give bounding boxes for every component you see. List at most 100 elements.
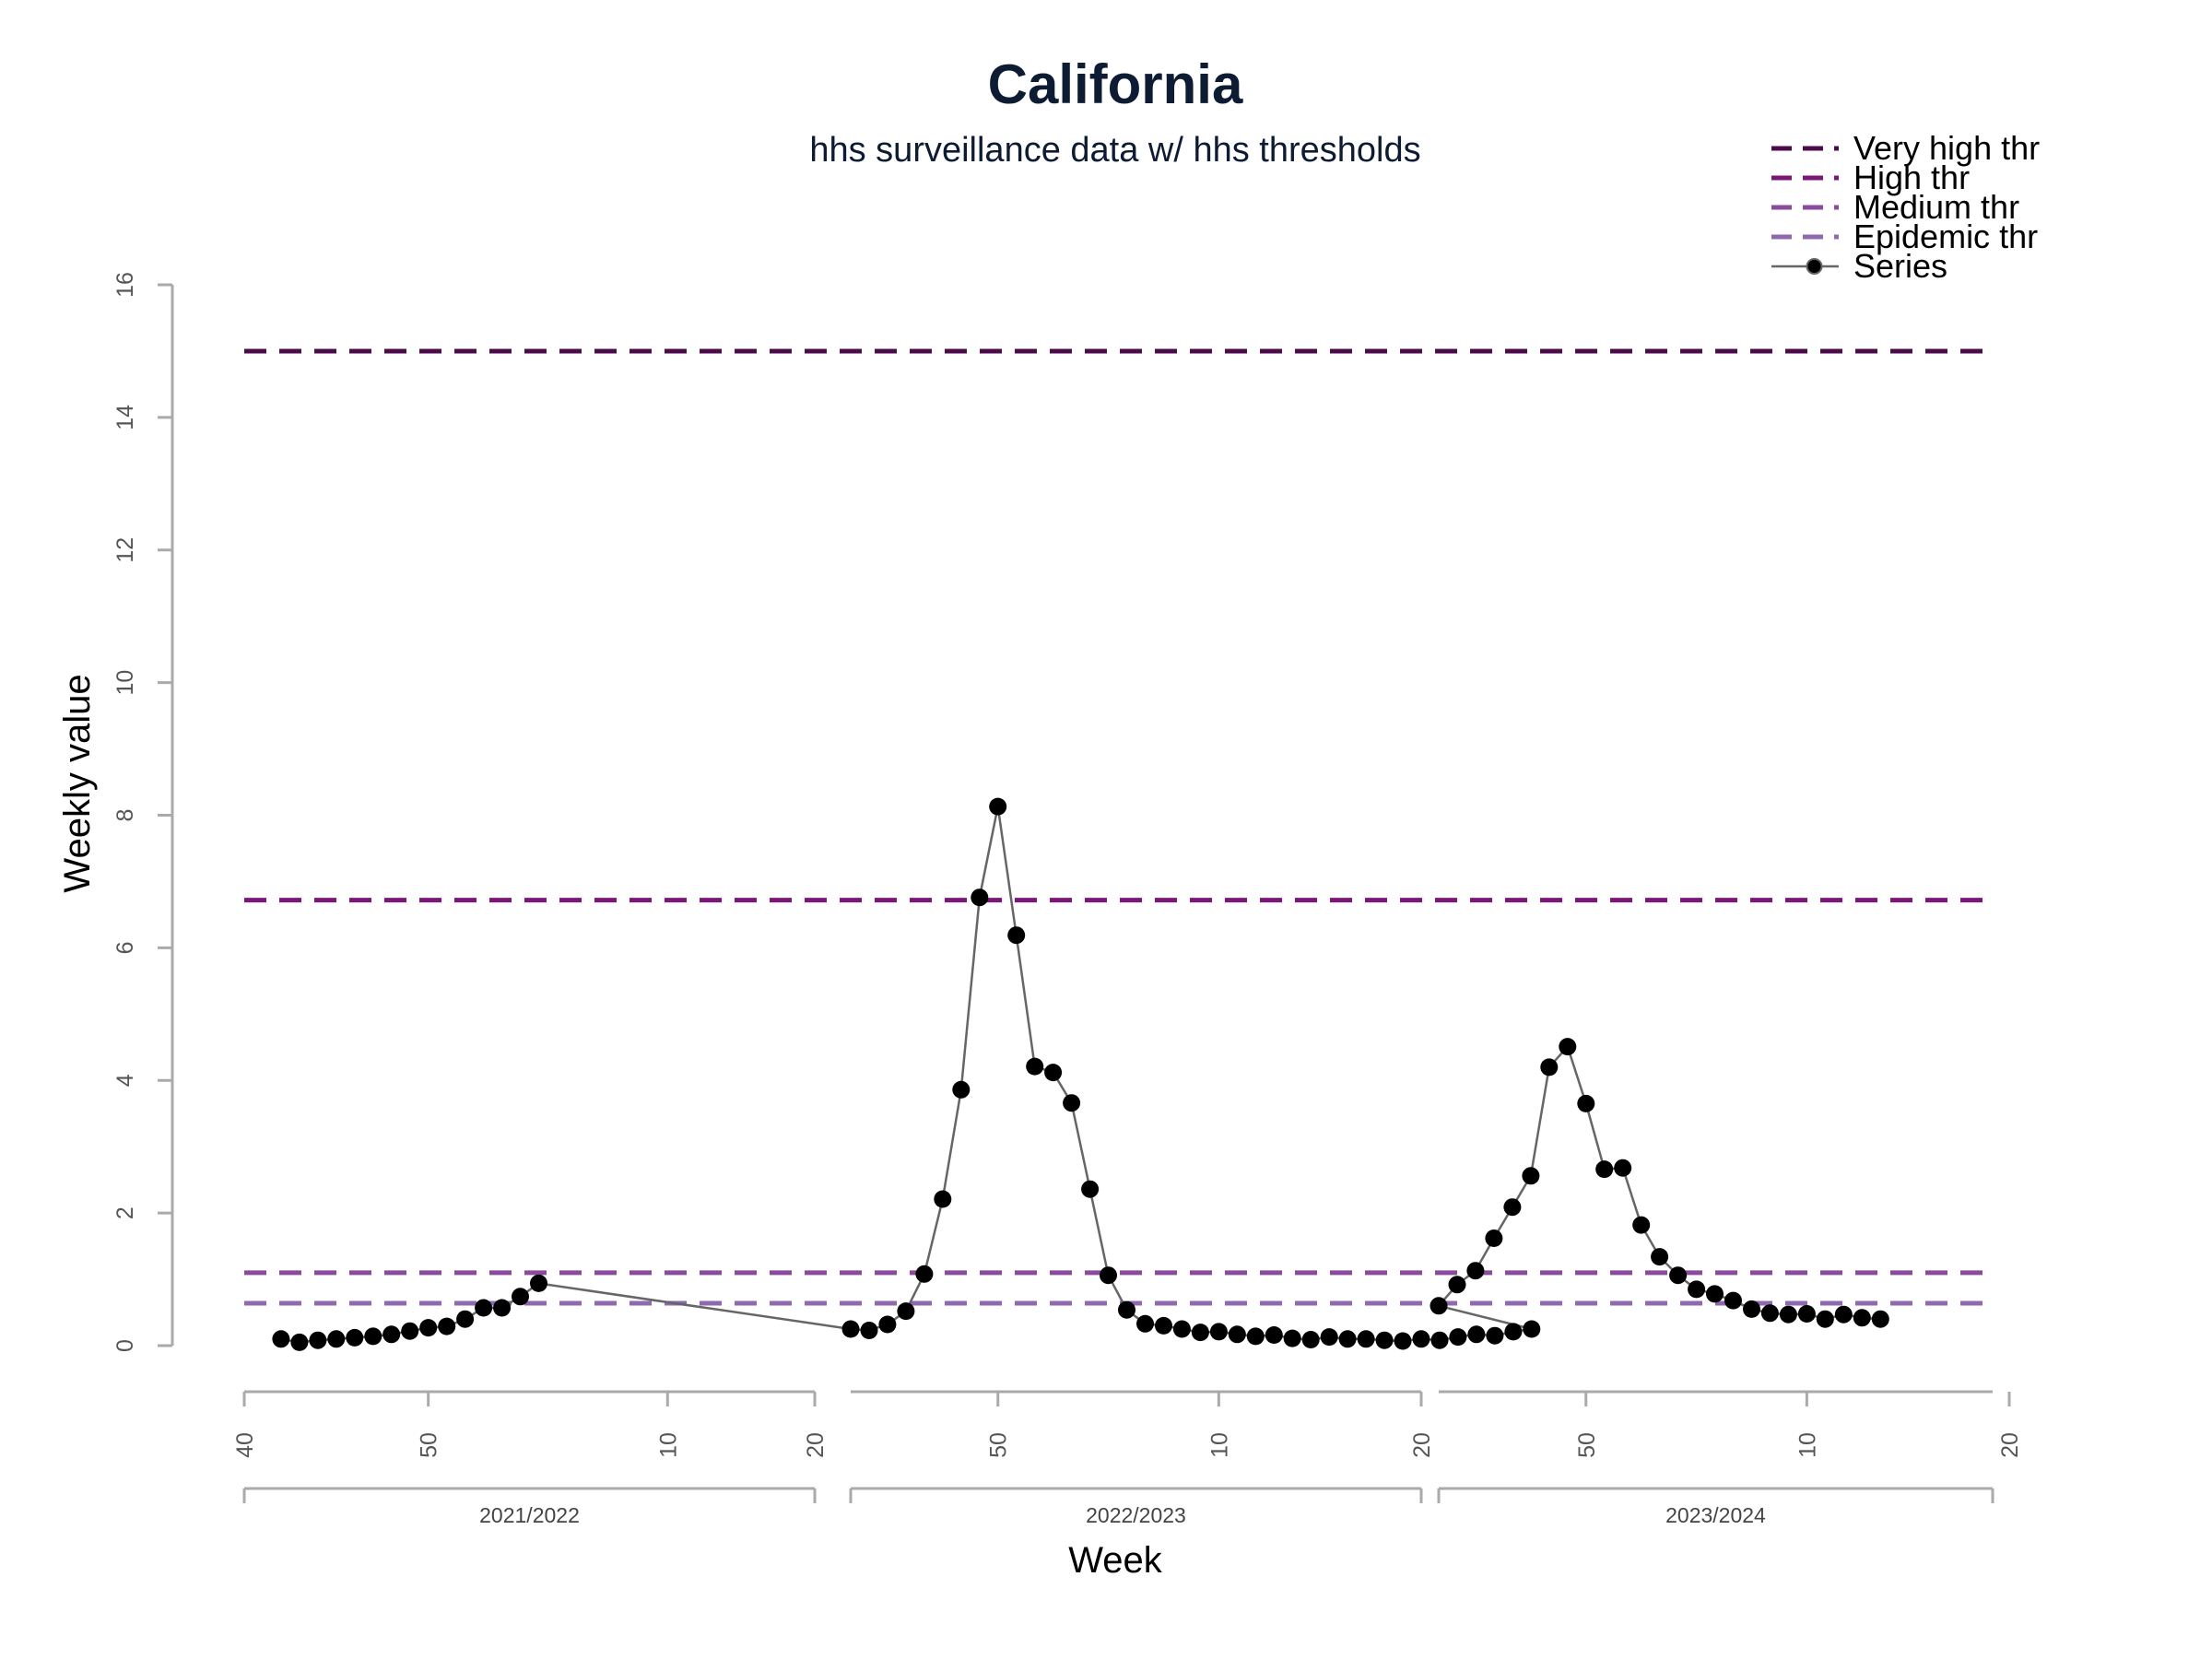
data-point <box>475 1299 493 1317</box>
data-point <box>1871 1310 1889 1328</box>
y-tick-label: 8 <box>112 809 138 822</box>
data-point <box>1724 1291 1742 1310</box>
x-tick-label: 10 <box>1794 1432 1820 1458</box>
data-point <box>1283 1329 1301 1347</box>
data-point <box>1577 1094 1595 1112</box>
data-point <box>1834 1305 1853 1324</box>
data-point <box>1595 1160 1614 1179</box>
data-point <box>1743 1300 1760 1318</box>
data-point <box>512 1288 529 1306</box>
legend-label: Very high thr <box>1853 129 2040 167</box>
data-point <box>1430 1331 1449 1349</box>
data-point <box>1688 1280 1706 1299</box>
season-label: 2023/2024 <box>1665 1503 1766 1527</box>
data-point <box>346 1328 364 1347</box>
data-point <box>860 1322 878 1339</box>
x-axis-title: Week <box>1068 1540 1163 1581</box>
x-tick-label: 20 <box>1997 1432 2023 1458</box>
data-point <box>1449 1328 1467 1347</box>
data-point <box>1797 1305 1816 1323</box>
data-point <box>1706 1285 1724 1303</box>
data-point <box>1081 1180 1100 1198</box>
x-tick-label: 50 <box>417 1432 442 1458</box>
data-point <box>419 1319 438 1337</box>
x-tick-label: 20 <box>803 1432 829 1458</box>
y-tick-label: 0 <box>112 1339 138 1352</box>
data-point <box>1191 1324 1209 1342</box>
data-point <box>1523 1320 1541 1338</box>
data-point <box>1136 1314 1154 1333</box>
data-point <box>1063 1094 1081 1112</box>
data-point <box>456 1310 475 1328</box>
data-point <box>493 1299 512 1317</box>
data-point <box>1430 1297 1448 1315</box>
threshold-lines <box>244 348 1993 1306</box>
y-axis-title: Weekly value <box>57 674 98 892</box>
data-point <box>1466 1262 1485 1280</box>
data-point <box>1853 1309 1871 1327</box>
data-point <box>1540 1058 1559 1077</box>
data-point <box>1448 1276 1466 1294</box>
y-axis: 0 2 4 6 8 10 12 14 16 <box>112 272 174 1352</box>
chart-title: California <box>988 53 1243 115</box>
data-point <box>897 1302 915 1321</box>
data-point <box>382 1325 401 1344</box>
legend-marker <box>1806 258 1823 275</box>
x-tick-label: 50 <box>986 1432 1012 1458</box>
data-point <box>1301 1331 1320 1348</box>
x-axis: 40 50 10 20 50 10 20 50 10 20 <box>232 1390 2023 1458</box>
data-point <box>1209 1323 1228 1341</box>
data-point <box>1632 1216 1651 1234</box>
x-tick-label: 50 <box>1574 1432 1600 1458</box>
data-point <box>1265 1326 1283 1344</box>
data-point <box>1044 1064 1063 1082</box>
legend-label: High thr <box>1853 159 1970 196</box>
data-point <box>1320 1328 1338 1347</box>
data-point <box>438 1317 456 1335</box>
data-point <box>1246 1327 1265 1346</box>
data-point <box>1228 1325 1246 1344</box>
y-tick-label: 16 <box>112 272 138 298</box>
data-point <box>1614 1159 1632 1177</box>
data-point <box>1486 1326 1504 1345</box>
data-point <box>327 1330 346 1348</box>
data-point <box>1467 1325 1486 1344</box>
data-point <box>1007 926 1026 945</box>
data-point <box>1669 1266 1688 1285</box>
data-point <box>971 888 989 907</box>
data-point <box>989 797 1007 816</box>
data-point <box>1172 1320 1191 1338</box>
y-tick-label: 14 <box>112 405 138 430</box>
y-tick-label: 10 <box>112 670 138 696</box>
y-tick-label: 4 <box>112 1074 138 1087</box>
season-label: 2022/2023 <box>1086 1503 1186 1527</box>
data-point <box>272 1330 290 1348</box>
data-point <box>1504 1323 1523 1341</box>
data-point <box>364 1327 382 1346</box>
x-tick-label: 10 <box>655 1432 681 1458</box>
data-point <box>878 1315 897 1334</box>
data-point <box>1760 1304 1779 1323</box>
data-point <box>915 1265 934 1283</box>
y-tick-label: 12 <box>112 537 138 563</box>
y-tick-label: 6 <box>112 941 138 954</box>
data-point <box>1026 1057 1044 1076</box>
data-point <box>401 1322 419 1340</box>
data-point <box>1100 1266 1117 1285</box>
data-point <box>1338 1330 1357 1348</box>
data-point <box>309 1331 327 1349</box>
x-tick-label: 20 <box>1409 1432 1435 1458</box>
data-point <box>1651 1248 1669 1266</box>
data-point <box>1503 1198 1522 1217</box>
data-point <box>1394 1332 1412 1350</box>
data-point <box>1779 1305 1797 1324</box>
data-point <box>1522 1167 1540 1185</box>
data-point <box>841 1320 860 1338</box>
data-point <box>1375 1331 1394 1349</box>
series-plot <box>272 797 1889 1351</box>
y-tick-label: 2 <box>112 1206 138 1219</box>
chart-subtitle: hhs surveillance data w/ hhs thresholds <box>809 131 1420 170</box>
legend-label: Epidemic thr <box>1853 218 2038 255</box>
